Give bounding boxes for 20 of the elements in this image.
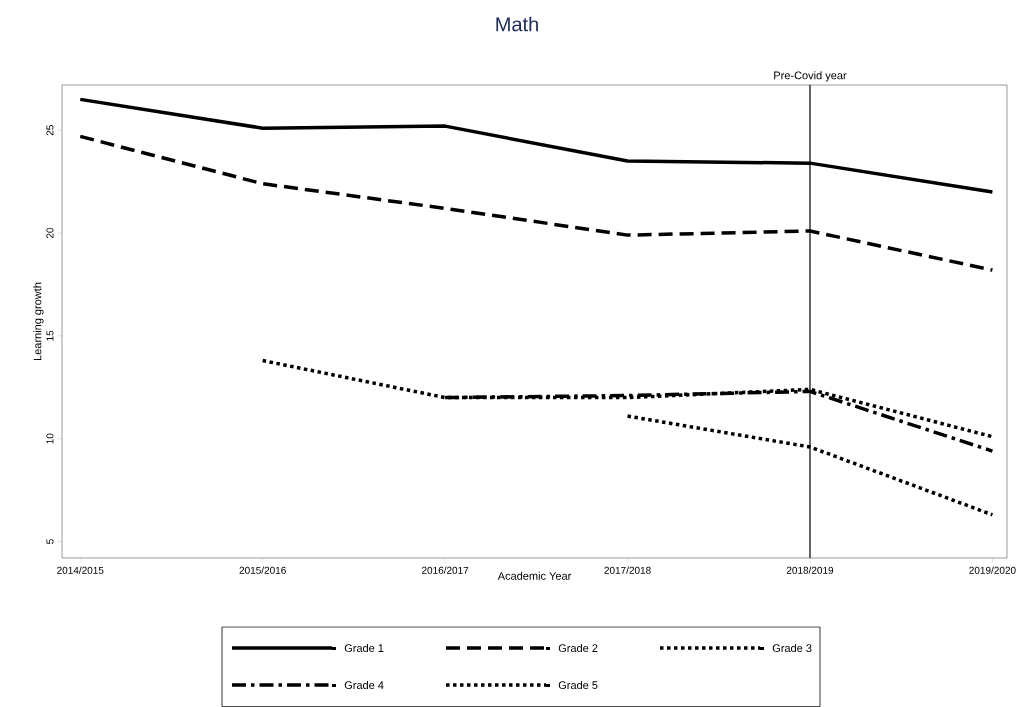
x-tick-label: 2015/2016 xyxy=(239,566,286,574)
x-axis-title: Academic Year xyxy=(497,571,572,580)
x-tick-label: 2019/2020 xyxy=(969,566,1016,574)
legend-label: Grade 4 xyxy=(344,680,384,690)
y-axis-title: Learning growth xyxy=(33,282,44,361)
ref-line-label: Pre-Covid year xyxy=(774,71,847,82)
y-tick-label: 10 xyxy=(46,433,54,444)
x-tick-label: 2018/2019 xyxy=(786,566,834,574)
y-tick-label: 15 xyxy=(46,330,54,341)
legend-label: Grade 1 xyxy=(344,643,384,653)
y-tick-label: 5 xyxy=(46,539,54,544)
x-tick-label: 2017/2018 xyxy=(604,566,651,574)
y-tick-label: 25 xyxy=(46,125,54,136)
legend-label: Grade 2 xyxy=(558,643,598,653)
chart-title: Math xyxy=(496,16,538,32)
y-tick-label: 20 xyxy=(46,227,54,239)
legend-label: Grade 3 xyxy=(772,643,812,653)
x-tick-label: 2014/2015 xyxy=(57,566,104,574)
legend-label: Grade 5 xyxy=(558,680,598,690)
x-tick-label: 2016/2017 xyxy=(421,566,469,574)
